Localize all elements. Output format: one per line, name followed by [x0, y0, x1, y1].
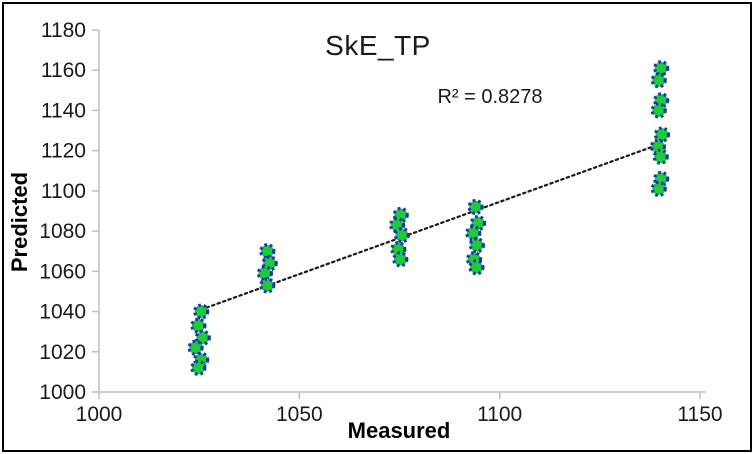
x-tick-label: 1100: [477, 403, 522, 426]
data-point: [190, 317, 207, 334]
data-point: [649, 138, 667, 155]
data-point: [190, 359, 207, 376]
data-points: [187, 60, 671, 376]
data-point: [650, 180, 667, 197]
y-tick-label: 1040: [39, 301, 86, 324]
data-point: [653, 126, 671, 143]
chart-title: SkE_TP: [325, 30, 431, 61]
y-tick-label: 1160: [41, 59, 86, 82]
y-tick-label: 1140: [41, 99, 86, 122]
data-point: [390, 241, 407, 258]
axes: [92, 29, 706, 399]
y-axis-title: Predicted: [7, 171, 32, 273]
y-tick-label: 1000: [39, 381, 86, 404]
x-tick-label: 1150: [677, 403, 722, 426]
y-tick-label: 1120: [41, 140, 86, 163]
data-point: [259, 243, 276, 260]
data-point: [256, 265, 273, 282]
data-point: [467, 198, 484, 216]
tick-labels: 1000 1020 1040 1060 1080 1100 1120 1140 1160 1180…: [39, 19, 722, 426]
y-tick-label: 1080: [39, 220, 86, 243]
data-point: [650, 72, 667, 89]
data-point: [193, 303, 210, 320]
y-tick-label: 1020: [39, 341, 86, 364]
data-point: [652, 148, 669, 165]
r-squared-annotation: R² = 0.8278: [437, 86, 543, 108]
trend-line: [200, 141, 666, 311]
data-point: [187, 339, 204, 356]
data-point: [469, 214, 487, 232]
data-point: [468, 237, 485, 254]
x-tick-label: 1000: [76, 403, 123, 426]
data-point: [259, 277, 276, 294]
data-point: [468, 259, 485, 276]
data-point: [653, 60, 670, 77]
data-point: [465, 225, 482, 242]
y-tick-label: 1180: [41, 19, 86, 42]
data-point: [261, 255, 278, 272]
data-point: [393, 227, 411, 244]
data-point: [392, 206, 409, 224]
x-tick-label: 1050: [276, 403, 323, 426]
data-point: [650, 102, 667, 119]
y-tick-label: 1100: [41, 180, 86, 203]
trendline: [200, 141, 666, 311]
y-tick-label: 1060: [39, 260, 86, 283]
data-point: [392, 251, 409, 268]
x-axis-title: Measured: [347, 418, 451, 443]
